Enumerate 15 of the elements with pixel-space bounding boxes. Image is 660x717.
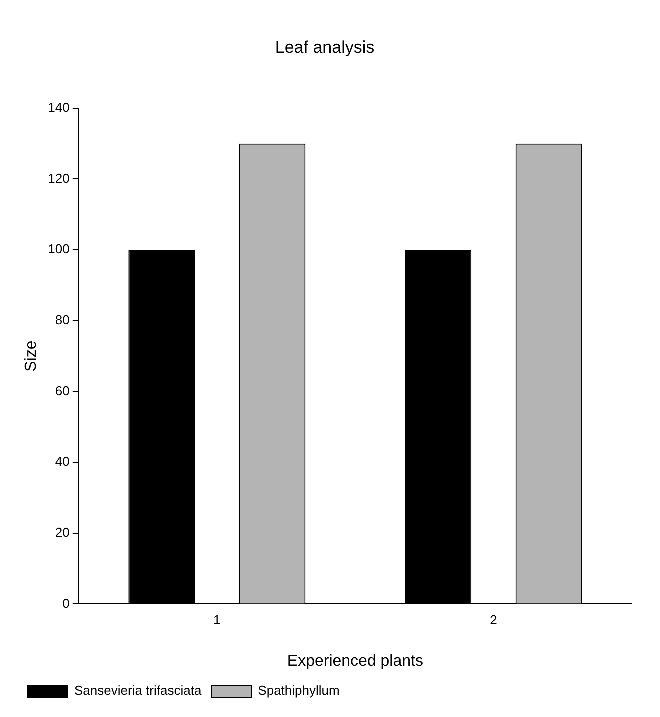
legend-label: Sansevieria trifasciata [74,683,202,698]
y-tick-label: 40 [55,454,70,470]
y-axis-title: Size [23,340,40,372]
legend-label: Spathiphyllum [258,683,340,698]
y-tick-label: 20 [55,524,70,540]
y-tick-label: 120 [48,170,70,186]
x-tick-label: 2 [490,612,498,628]
y-tick-label: 0 [62,596,70,611]
chart-title: Leaf analysis [275,38,375,57]
y-tick-label: 140 [48,100,70,115]
x-tick-label: 1 [214,612,221,628]
y-tick-label: 80 [55,312,70,328]
x-axis-title: Experienced plants [287,652,424,670]
y-tick-label: 60 [55,383,70,398]
y-tick-label: 100 [48,242,70,257]
